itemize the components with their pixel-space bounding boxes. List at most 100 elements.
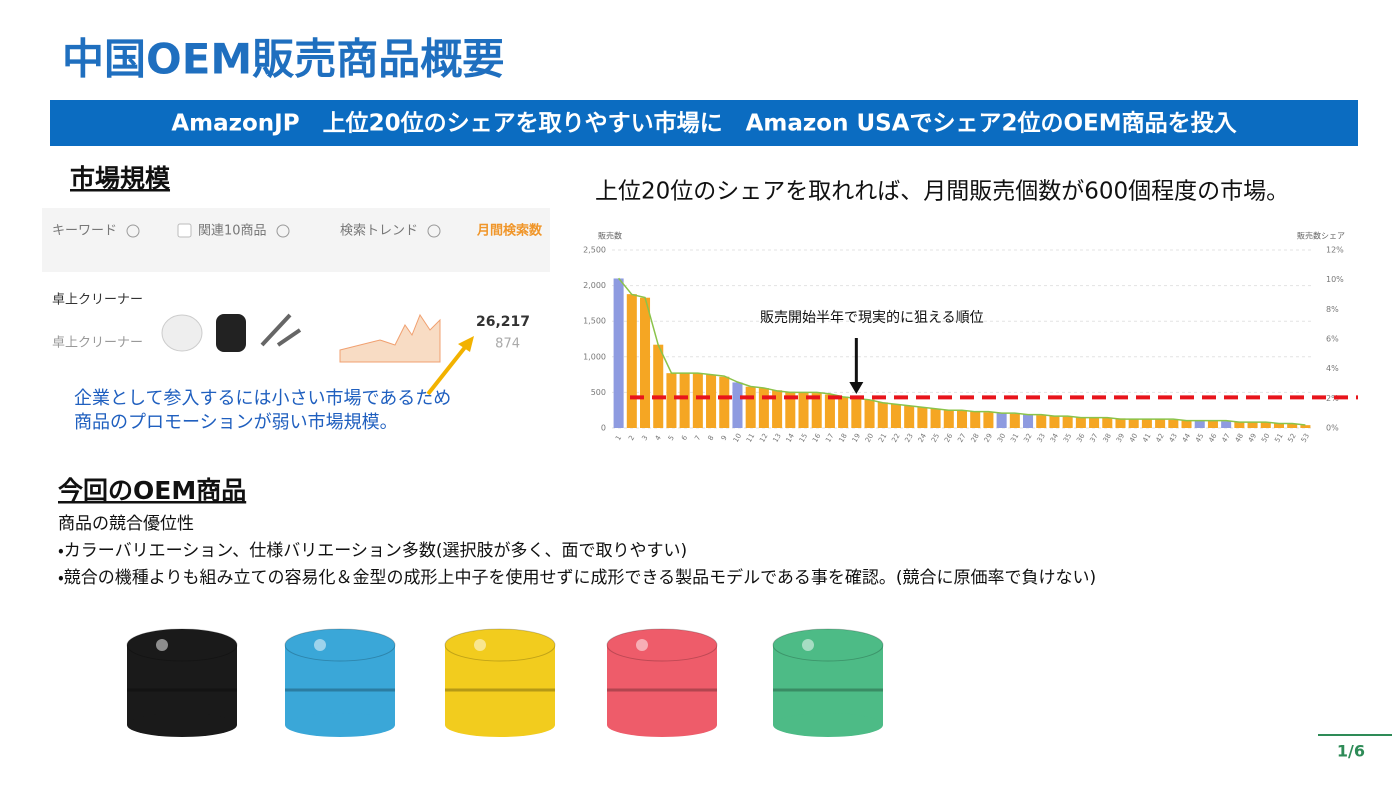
x-tick-label: 15 (798, 432, 809, 444)
y2-tick-label: 2% (1326, 394, 1339, 403)
bar (1036, 415, 1047, 428)
info-icon (427, 224, 441, 238)
bar (626, 294, 637, 428)
y2-tick-label: 6% (1326, 335, 1339, 344)
product-top (444, 628, 556, 662)
section-heading: 今回のOEM商品 (58, 476, 246, 505)
y-tick-label: 0 (601, 424, 606, 433)
bar (1128, 418, 1139, 428)
x-tick-label: 37 (1088, 432, 1099, 444)
x-tick-label: 30 (996, 432, 1007, 444)
bar (772, 390, 783, 428)
bar (1247, 421, 1258, 428)
product-thumb (161, 314, 203, 352)
y-tick-label: 1,500 (583, 317, 606, 326)
x-tick-label: 23 (903, 432, 914, 444)
y2-tick-label: 12% (1326, 246, 1344, 255)
x-tick-label: 38 (1102, 432, 1113, 444)
bar (904, 405, 915, 428)
x-tick-label: 43 (1168, 432, 1179, 444)
banner: AmazonJP 上位20位のシェアを取りやすい市場に Amazon USAでシ… (171, 110, 1236, 137)
table-header: キーワード (52, 224, 117, 239)
keyword-sub: 卓上クリーナー (52, 336, 143, 351)
product-thumb (260, 313, 302, 347)
bar (1300, 425, 1311, 428)
x-tick-label: 46 (1207, 432, 1219, 444)
x-tick-label: 28 (970, 432, 981, 444)
product-top (126, 628, 238, 662)
product-top (284, 628, 396, 662)
axis-title: 販売数シェア (1297, 231, 1345, 241)
bar (996, 413, 1007, 428)
x-tick-label: 13 (771, 432, 782, 444)
bar (1102, 418, 1113, 428)
bar (798, 392, 809, 428)
bar (877, 402, 888, 428)
bar (679, 373, 690, 428)
chart: 販売数 販売数シェア 0 500 1,000 1,500 2,000 2,500 0% 2% 4% 6… (583, 231, 1358, 444)
bar (838, 396, 849, 428)
bar (1089, 417, 1100, 428)
x-tick-label: 34 (1049, 432, 1061, 444)
y-tick-label: 2,000 (583, 281, 606, 290)
banner-bg (50, 100, 1358, 146)
x-tick-label: 26 (943, 432, 955, 444)
bar (613, 278, 624, 428)
bar (1287, 423, 1298, 428)
info-icon (126, 224, 140, 238)
x-tick-label: 35 (1062, 432, 1073, 444)
slide-title: 中国OEM販売商品概要 (62, 35, 504, 84)
text-line: ・競合の機種よりも組み立ての容易化＆金型の成形上中子を使用せずに成形できる製品モ… (58, 567, 1096, 588)
keyword: 卓上クリーナー (52, 293, 143, 308)
product-button (474, 639, 486, 651)
x-tick-label: 6 (680, 434, 689, 442)
bar (983, 412, 994, 428)
product-bottom (773, 713, 883, 737)
search-count: 26,217 (476, 314, 530, 330)
x-tick-label: 20 (864, 432, 875, 444)
bar (1273, 423, 1284, 428)
x-tick-label: 9 (720, 434, 729, 442)
bar (1234, 421, 1245, 428)
x-tick-label: 3 (640, 434, 649, 442)
product-button (636, 639, 648, 651)
text-line: 商品の競合優位性 (58, 514, 194, 534)
bar (851, 398, 862, 428)
y-tick-label: 1,000 (583, 352, 606, 361)
product-bottom (607, 713, 717, 737)
y2-tick-label: 10% (1326, 275, 1344, 284)
y2-tick-label: 8% (1326, 305, 1339, 314)
x-tick-label: 49 (1247, 432, 1258, 444)
x-tick-label: 33 (1036, 432, 1047, 444)
bar (785, 391, 796, 428)
x-tick-label: 24 (917, 432, 929, 444)
x-tick-label: 39 (1115, 432, 1126, 444)
table-header: 月間検索数 (476, 223, 543, 239)
x-tick-label: 25 (930, 432, 941, 444)
bar (732, 382, 743, 428)
x-tick-label: 14 (785, 432, 797, 444)
x-tick-label: 18 (837, 432, 848, 444)
bar (1009, 413, 1020, 428)
bar (930, 408, 941, 428)
x-tick-label: 1 (614, 434, 623, 442)
bar (970, 411, 981, 428)
x-tick-label: 41 (1141, 432, 1152, 444)
x-tick-label: 16 (811, 432, 823, 444)
annotation: 販売開始半年で現実的に狙える順位 (760, 310, 984, 326)
x-tick-label: 17 (824, 432, 835, 444)
bar (653, 344, 664, 428)
x-tick-label: 12 (758, 432, 769, 444)
x-tick-label: 50 (1260, 432, 1271, 444)
product-bottom (285, 713, 395, 737)
x-tick-label: 52 (1286, 432, 1297, 444)
bar (811, 393, 822, 428)
x-tick-label: 36 (1075, 432, 1087, 444)
bar (917, 407, 928, 428)
y2-tick-label: 4% (1326, 364, 1339, 373)
share-line (618, 277, 1306, 426)
product-button (314, 639, 326, 651)
x-tick-label: 21 (877, 432, 888, 444)
